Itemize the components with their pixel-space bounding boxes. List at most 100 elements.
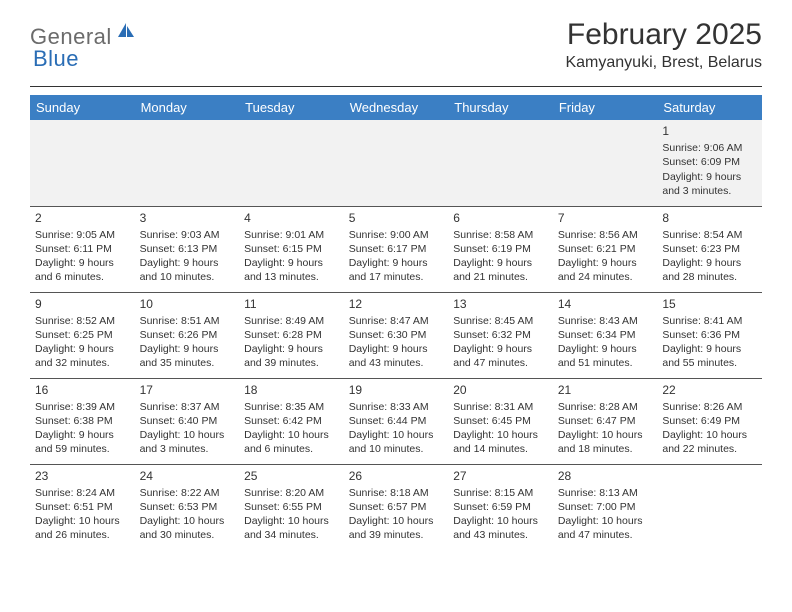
cell-sunrise: Sunrise: 8:56 AM — [558, 228, 653, 242]
weekday-header: Friday — [553, 95, 658, 120]
calendar-row: 23Sunrise: 8:24 AMSunset: 6:51 PMDayligh… — [30, 464, 762, 550]
weekday-header: Sunday — [30, 95, 135, 120]
day-number: 8 — [662, 210, 757, 226]
cell-sunset: Sunset: 6:21 PM — [558, 242, 653, 256]
cell-day2: and 3 minutes. — [662, 184, 757, 198]
day-number: 4 — [244, 210, 339, 226]
divider — [30, 86, 762, 87]
cell-sunset: Sunset: 6:09 PM — [662, 155, 757, 169]
cell-day1: Daylight: 9 hours — [558, 256, 653, 270]
cell-day2: and 24 minutes. — [558, 270, 653, 284]
sail-icon — [116, 21, 136, 44]
cell-sunset: Sunset: 6:59 PM — [453, 500, 548, 514]
cell-sunset: Sunset: 6:44 PM — [349, 414, 444, 428]
calendar-cell: 14Sunrise: 8:43 AMSunset: 6:34 PMDayligh… — [553, 292, 658, 378]
cell-day1: Daylight: 10 hours — [558, 428, 653, 442]
weekday-header: Wednesday — [344, 95, 449, 120]
cell-day1: Daylight: 9 hours — [35, 256, 130, 270]
cell-day2: and 55 minutes. — [662, 356, 757, 370]
calendar-cell: 5Sunrise: 9:00 AMSunset: 6:17 PMDaylight… — [344, 206, 449, 292]
cell-day1: Daylight: 9 hours — [453, 342, 548, 356]
day-number: 12 — [349, 296, 444, 312]
day-number: 20 — [453, 382, 548, 398]
cell-sunrise: Sunrise: 8:20 AM — [244, 486, 339, 500]
day-number: 1 — [662, 123, 757, 139]
calendar-cell — [135, 120, 240, 206]
cell-sunrise: Sunrise: 8:15 AM — [453, 486, 548, 500]
calendar-cell: 6Sunrise: 8:58 AMSunset: 6:19 PMDaylight… — [448, 206, 553, 292]
cell-day1: Daylight: 9 hours — [35, 428, 130, 442]
cell-sunset: Sunset: 6:11 PM — [35, 242, 130, 256]
calendar-cell — [239, 120, 344, 206]
cell-day1: Daylight: 10 hours — [558, 514, 653, 528]
day-number: 9 — [35, 296, 130, 312]
cell-day2: and 30 minutes. — [140, 528, 235, 542]
day-number: 7 — [558, 210, 653, 226]
cell-sunrise: Sunrise: 8:41 AM — [662, 314, 757, 328]
calendar-cell: 28Sunrise: 8:13 AMSunset: 7:00 PMDayligh… — [553, 464, 658, 550]
cell-sunrise: Sunrise: 8:18 AM — [349, 486, 444, 500]
calendar-cell — [30, 120, 135, 206]
cell-day1: Daylight: 9 hours — [662, 342, 757, 356]
cell-sunset: Sunset: 6:17 PM — [349, 242, 444, 256]
cell-day1: Daylight: 9 hours — [244, 256, 339, 270]
day-number: 19 — [349, 382, 444, 398]
page-title: February 2025 — [565, 18, 762, 52]
weekday-header: Thursday — [448, 95, 553, 120]
calendar-cell: 3Sunrise: 9:03 AMSunset: 6:13 PMDaylight… — [135, 206, 240, 292]
cell-sunset: Sunset: 6:32 PM — [453, 328, 548, 342]
header: General February 2025 Kamyanyuki, Brest,… — [0, 0, 792, 80]
cell-day1: Daylight: 9 hours — [662, 170, 757, 184]
cell-sunrise: Sunrise: 8:28 AM — [558, 400, 653, 414]
cell-day2: and 39 minutes. — [349, 528, 444, 542]
cell-sunset: Sunset: 6:25 PM — [35, 328, 130, 342]
cell-sunset: Sunset: 6:55 PM — [244, 500, 339, 514]
cell-sunset: Sunset: 7:00 PM — [558, 500, 653, 514]
cell-day2: and 10 minutes. — [349, 442, 444, 456]
cell-sunset: Sunset: 6:53 PM — [140, 500, 235, 514]
cell-sunrise: Sunrise: 8:35 AM — [244, 400, 339, 414]
cell-sunset: Sunset: 6:36 PM — [662, 328, 757, 342]
calendar-cell: 25Sunrise: 8:20 AMSunset: 6:55 PMDayligh… — [239, 464, 344, 550]
cell-sunset: Sunset: 6:57 PM — [349, 500, 444, 514]
cell-day2: and 6 minutes. — [35, 270, 130, 284]
calendar-cell: 23Sunrise: 8:24 AMSunset: 6:51 PMDayligh… — [30, 464, 135, 550]
calendar-cell: 17Sunrise: 8:37 AMSunset: 6:40 PMDayligh… — [135, 378, 240, 464]
calendar-cell — [344, 120, 449, 206]
cell-sunrise: Sunrise: 8:24 AM — [35, 486, 130, 500]
cell-sunset: Sunset: 6:51 PM — [35, 500, 130, 514]
cell-day1: Daylight: 9 hours — [140, 342, 235, 356]
cell-sunset: Sunset: 6:38 PM — [35, 414, 130, 428]
cell-day2: and 14 minutes. — [453, 442, 548, 456]
cell-day2: and 59 minutes. — [35, 442, 130, 456]
calendar-cell: 10Sunrise: 8:51 AMSunset: 6:26 PMDayligh… — [135, 292, 240, 378]
day-number: 24 — [140, 468, 235, 484]
cell-sunrise: Sunrise: 8:31 AM — [453, 400, 548, 414]
cell-sunset: Sunset: 6:47 PM — [558, 414, 653, 428]
weekday-row: Sunday Monday Tuesday Wednesday Thursday… — [30, 95, 762, 120]
calendar-cell: 4Sunrise: 9:01 AMSunset: 6:15 PMDaylight… — [239, 206, 344, 292]
calendar-cell: 1Sunrise: 9:06 AMSunset: 6:09 PMDaylight… — [657, 120, 762, 206]
cell-sunset: Sunset: 6:13 PM — [140, 242, 235, 256]
calendar-cell: 26Sunrise: 8:18 AMSunset: 6:57 PMDayligh… — [344, 464, 449, 550]
cell-day1: Daylight: 10 hours — [349, 514, 444, 528]
cell-day2: and 32 minutes. — [35, 356, 130, 370]
cell-day2: and 10 minutes. — [140, 270, 235, 284]
cell-day2: and 35 minutes. — [140, 356, 235, 370]
cell-day1: Daylight: 9 hours — [244, 342, 339, 356]
cell-sunrise: Sunrise: 8:26 AM — [662, 400, 757, 414]
cell-sunrise: Sunrise: 8:43 AM — [558, 314, 653, 328]
calendar-cell: 24Sunrise: 8:22 AMSunset: 6:53 PMDayligh… — [135, 464, 240, 550]
cell-day2: and 43 minutes. — [349, 356, 444, 370]
cell-sunrise: Sunrise: 8:22 AM — [140, 486, 235, 500]
calendar-cell: 22Sunrise: 8:26 AMSunset: 6:49 PMDayligh… — [657, 378, 762, 464]
cell-sunset: Sunset: 6:30 PM — [349, 328, 444, 342]
cell-day1: Daylight: 9 hours — [349, 342, 444, 356]
cell-day1: Daylight: 9 hours — [662, 256, 757, 270]
cell-sunset: Sunset: 6:28 PM — [244, 328, 339, 342]
day-number: 10 — [140, 296, 235, 312]
day-number: 5 — [349, 210, 444, 226]
cell-sunrise: Sunrise: 9:05 AM — [35, 228, 130, 242]
cell-day1: Daylight: 9 hours — [349, 256, 444, 270]
cell-sunrise: Sunrise: 8:52 AM — [35, 314, 130, 328]
